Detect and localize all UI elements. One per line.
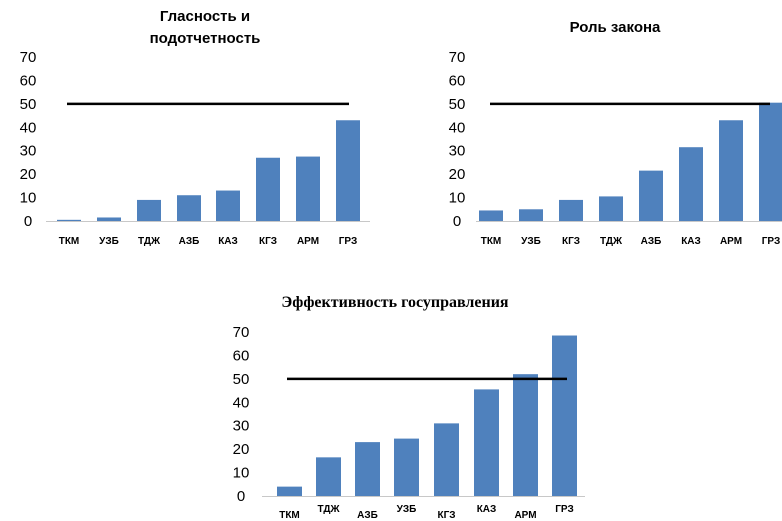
chart-3-ytick: 60 [233,347,250,364]
chart-1-ytick: 0 [24,213,32,230]
chart-1-category-label: ТКМ [59,236,80,247]
chart-3-ytick: 40 [233,394,250,411]
chart-3-bar-КГЗ [434,423,459,496]
chart-2-title: Роль закона [569,19,661,36]
chart-1-bar-ГРЗ [336,120,360,221]
chart-2-ytick: 10 [449,190,466,207]
chart-1-category-label: ТДЖ [138,236,161,247]
chart-1-ytick: 60 [20,72,37,89]
chart-2-category-label: ТДЖ [600,236,623,247]
chart-2-ytick: 40 [449,119,466,136]
chart-3-ytick: 70 [233,324,250,341]
chart-1-ytick: 10 [20,190,37,207]
chart-1-ytick: 30 [20,143,37,160]
chart-3-category-label: ТКМ [279,510,300,521]
chart-2-category-label: ТКМ [481,236,502,247]
chart-2-ytick: 60 [449,72,466,89]
chart-3-category-label: ТДЖ [317,504,340,515]
chart-2-bar-АЗБ [639,170,663,221]
chart-3-category-label: УЗБ [397,504,417,515]
chart-3-category-label: КАЗ [477,504,497,515]
chart-2-category-label: УЗБ [521,236,541,247]
chart-1-bar-ТДЖ [137,199,161,221]
chart-1-category-label: ГРЗ [339,236,357,247]
chart-1-category-label: АРМ [297,236,319,247]
chart-3-ytick: 20 [233,441,250,458]
chart-2-category-label: КАЗ [681,236,701,247]
chart-3-bar-АРМ [513,374,538,496]
chart-3-title: Эффективность госуправления [281,294,509,311]
chart-2-category-label: ГРЗ [762,236,780,247]
chart-2-bar-ТКМ [479,210,503,221]
chart-3-bar-УЗБ [394,438,419,496]
chart-1-bar-КАЗ [216,190,240,221]
chart-2-bar-ТДЖ [599,196,623,221]
chart-3-bar-ТДЖ [316,457,341,496]
chart-3-category-label: АЗБ [357,510,378,521]
chart-2-category-label: АРМ [720,236,742,247]
chart-3-ytick: 10 [233,465,250,482]
chart-2-bar-КАЗ [679,147,703,221]
chart-1-ytick: 40 [20,119,37,136]
chart-1-ytick: 20 [20,166,37,183]
chart-1-bar-АЗБ [177,195,201,221]
chart-1-category-label: АЗБ [179,236,200,247]
chart-2-ytick: 70 [449,49,466,66]
chart-3-ytick: 0 [237,488,245,505]
chart-3-category-label: АРМ [514,510,536,521]
chart-2-bar-УЗБ [519,209,543,221]
chart-3-ytick: 50 [233,371,250,388]
chart-1-category-label: КАЗ [218,236,238,247]
chart-3-ytick: 30 [233,418,250,435]
chart-2-ytick: 50 [449,96,466,113]
chart-3-bar-АЗБ [355,442,380,496]
chart-3-bar-ГРЗ [552,335,577,496]
chart-1-bar-АРМ [296,156,320,221]
chart-1-bar-ТКМ [57,219,81,221]
chart-3-category-label: ГРЗ [555,504,573,515]
chart-1-bar-КГЗ [256,157,280,221]
chart-2-ytick: 30 [449,143,466,160]
chart-1-category-label: УЗБ [99,236,119,247]
chart-1-ytick: 50 [20,96,37,113]
chart-2-category-label: АЗБ [641,236,662,247]
chart-3-category-label: КГЗ [437,510,455,521]
chart-2-category-label: КГЗ [562,236,580,247]
chart-2-bar-ГРЗ [759,102,782,221]
chart-3-bar-КАЗ [474,389,499,496]
chart-1-category-label: КГЗ [259,236,277,247]
chart-2-bar-КГЗ [559,199,583,221]
chart-2-ytick: 0 [453,213,461,230]
chart-1-ytick: 70 [20,49,37,66]
chart-1-bar-УЗБ [97,217,121,221]
chart-2-ytick: 20 [449,166,466,183]
chart-1-title: Гласность и подотчетность [149,8,261,47]
chart-2-bar-АРМ [719,120,743,221]
chart-3-bar-ТКМ [277,486,302,496]
